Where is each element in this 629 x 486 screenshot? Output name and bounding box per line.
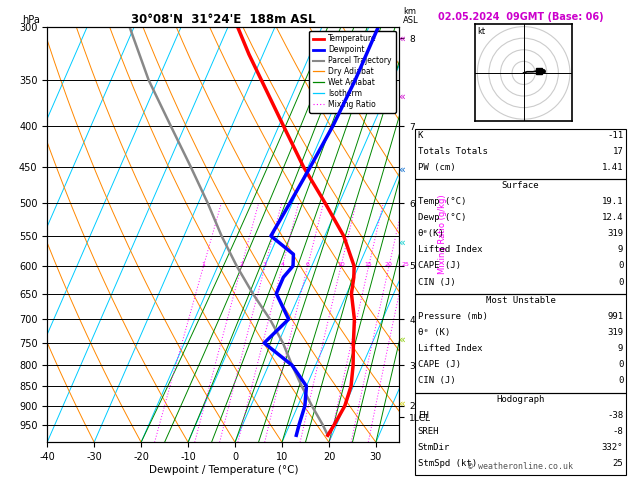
Text: Hodograph: Hodograph [496,395,545,404]
Text: «: « [398,34,404,44]
Text: SREH: SREH [418,427,439,436]
Text: CIN (J): CIN (J) [418,278,455,287]
Title: 30°08'N  31°24'E  188m ASL: 30°08'N 31°24'E 188m ASL [131,13,316,26]
Text: 332°: 332° [602,443,623,452]
Text: «: « [398,238,404,248]
Text: EH: EH [418,411,428,420]
X-axis label: Dewpoint / Temperature (°C): Dewpoint / Temperature (°C) [148,465,298,475]
Text: Surface: Surface [502,181,539,191]
Text: 20: 20 [385,261,393,266]
Text: «: « [398,399,404,408]
Text: 319: 319 [607,229,623,239]
Text: 9: 9 [618,245,623,255]
Text: hPa: hPa [23,15,40,25]
Text: Dewp (°C): Dewp (°C) [418,213,466,223]
Text: 2: 2 [240,261,243,266]
Text: 19.1: 19.1 [602,197,623,207]
Text: 0: 0 [618,278,623,287]
Text: 0: 0 [618,360,623,369]
Text: Most Unstable: Most Unstable [486,296,555,305]
Text: PW (cm): PW (cm) [418,163,455,172]
Text: 6: 6 [306,261,309,266]
Text: km
ASL: km ASL [403,7,418,25]
Text: 25: 25 [401,261,409,266]
Legend: Temperature, Dewpoint, Parcel Trajectory, Dry Adiabat, Wet Adiabat, Isotherm, Mi: Temperature, Dewpoint, Parcel Trajectory… [309,31,396,113]
Text: © weatheronline.co.uk: © weatheronline.co.uk [468,462,573,471]
Text: 25: 25 [613,459,623,468]
Text: StmDir: StmDir [418,443,450,452]
Text: kt: kt [477,27,486,35]
Text: θᵉ (K): θᵉ (K) [418,328,450,337]
Text: CAPE (J): CAPE (J) [418,261,460,271]
Text: Lifted Index: Lifted Index [418,344,482,353]
Text: StmSpd (kt): StmSpd (kt) [418,459,477,468]
Text: -11: -11 [607,131,623,140]
Text: 4: 4 [281,261,284,266]
Text: 12.4: 12.4 [602,213,623,223]
Text: 17: 17 [613,147,623,156]
Text: «: « [398,92,404,102]
Text: K: K [418,131,423,140]
Text: 319: 319 [607,328,623,337]
Text: «: « [398,165,404,175]
Text: CAPE (J): CAPE (J) [418,360,460,369]
Text: «: « [398,335,404,345]
Text: 1: 1 [201,261,205,266]
Text: Totals Totals: Totals Totals [418,147,487,156]
Text: 1.41: 1.41 [602,163,623,172]
Text: Temp (°C): Temp (°C) [418,197,466,207]
Text: 3: 3 [263,261,267,266]
Text: 10: 10 [337,261,345,266]
Text: 02.05.2024  09GMT (Base: 06): 02.05.2024 09GMT (Base: 06) [438,12,603,22]
Text: Pressure (mb): Pressure (mb) [418,312,487,321]
Text: Lifted Index: Lifted Index [418,245,482,255]
Text: CIN (J): CIN (J) [418,376,455,385]
Text: -38: -38 [607,411,623,420]
Text: Mixing Ratio (g/kg): Mixing Ratio (g/kg) [438,195,447,274]
Text: 15: 15 [365,261,372,266]
Text: 0: 0 [618,376,623,385]
Text: 0: 0 [618,261,623,271]
Text: 9: 9 [618,344,623,353]
Text: 991: 991 [607,312,623,321]
Text: θᵉ(K): θᵉ(K) [418,229,445,239]
Text: -8: -8 [613,427,623,436]
